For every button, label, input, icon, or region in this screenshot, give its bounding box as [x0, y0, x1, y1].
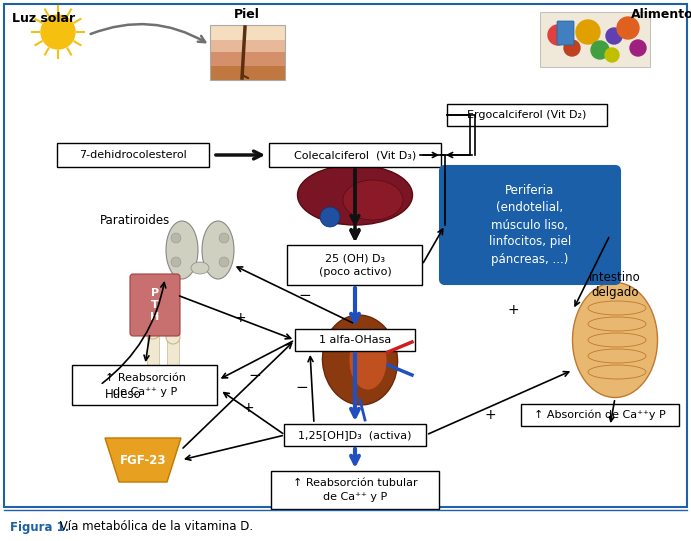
Ellipse shape — [588, 349, 646, 363]
FancyBboxPatch shape — [440, 166, 620, 284]
Circle shape — [591, 41, 609, 59]
Text: P
T
H: P T H — [151, 288, 160, 321]
Text: −: − — [296, 379, 308, 394]
Circle shape — [576, 20, 600, 44]
FancyBboxPatch shape — [210, 25, 285, 40]
Text: Ergocalciferol (Vit D₂): Ergocalciferol (Vit D₂) — [467, 110, 587, 120]
FancyBboxPatch shape — [295, 329, 415, 351]
FancyBboxPatch shape — [447, 104, 607, 126]
Text: Alimentos: Alimentos — [631, 8, 691, 21]
Text: Hueso: Hueso — [105, 388, 142, 401]
Text: 25 (OH) D₃
(poco activo): 25 (OH) D₃ (poco activo) — [319, 253, 391, 276]
Circle shape — [606, 28, 622, 44]
Text: +: + — [234, 311, 246, 325]
Circle shape — [146, 371, 160, 385]
FancyBboxPatch shape — [521, 404, 679, 426]
Circle shape — [166, 376, 180, 390]
Circle shape — [605, 48, 619, 62]
FancyBboxPatch shape — [284, 424, 426, 446]
Text: −: − — [249, 367, 261, 382]
Ellipse shape — [588, 317, 646, 331]
FancyBboxPatch shape — [271, 471, 439, 509]
FancyBboxPatch shape — [557, 21, 574, 45]
Text: 1,25[OH]D₃  (activa): 1,25[OH]D₃ (activa) — [299, 430, 412, 440]
Ellipse shape — [191, 262, 209, 274]
Text: ↑ Reabsorción tubular
de Ca⁺⁺ y P: ↑ Reabsorción tubular de Ca⁺⁺ y P — [293, 478, 417, 502]
Circle shape — [320, 207, 340, 227]
Text: Intestino
delgado: Intestino delgado — [589, 271, 641, 299]
FancyBboxPatch shape — [57, 143, 209, 167]
Circle shape — [548, 25, 568, 45]
Text: +: + — [484, 408, 496, 422]
Text: Vía metabólica de la vitamina D.: Vía metabólica de la vitamina D. — [56, 520, 253, 533]
Ellipse shape — [323, 315, 397, 405]
FancyBboxPatch shape — [287, 245, 422, 285]
FancyBboxPatch shape — [269, 143, 441, 167]
Ellipse shape — [298, 165, 413, 225]
Text: −: − — [299, 287, 312, 302]
Circle shape — [564, 40, 580, 56]
Ellipse shape — [166, 221, 198, 279]
Circle shape — [41, 15, 75, 49]
Ellipse shape — [588, 333, 646, 347]
Text: FGF-23: FGF-23 — [120, 453, 167, 466]
Text: ↑ Absorción de Ca⁺⁺y P: ↑ Absorción de Ca⁺⁺y P — [534, 410, 666, 420]
Ellipse shape — [202, 221, 234, 279]
Circle shape — [171, 257, 181, 267]
FancyBboxPatch shape — [73, 365, 218, 405]
Text: 1 alfa-OHasa: 1 alfa-OHasa — [319, 335, 391, 345]
Circle shape — [219, 257, 229, 267]
Text: Paratiroides: Paratiroides — [100, 214, 170, 227]
Text: +: + — [507, 303, 519, 317]
FancyBboxPatch shape — [210, 66, 285, 80]
Text: Figura 1.: Figura 1. — [10, 520, 69, 533]
Ellipse shape — [343, 180, 403, 220]
Text: Periferia
(endotelial,
músculo liso,
linfocitos, piel
páncreas, ...): Periferia (endotelial, músculo liso, lin… — [489, 184, 571, 266]
FancyBboxPatch shape — [4, 4, 687, 507]
Polygon shape — [105, 438, 181, 482]
Circle shape — [219, 233, 229, 243]
Ellipse shape — [588, 365, 646, 379]
Text: Luz solar: Luz solar — [12, 11, 75, 24]
FancyBboxPatch shape — [210, 52, 285, 66]
FancyBboxPatch shape — [210, 40, 285, 52]
Circle shape — [630, 40, 646, 56]
Circle shape — [617, 17, 639, 39]
Circle shape — [166, 330, 180, 344]
Text: 7-dehidrocolesterol: 7-dehidrocolesterol — [79, 150, 187, 160]
Circle shape — [146, 325, 160, 339]
Text: +: + — [242, 401, 254, 415]
Ellipse shape — [588, 301, 646, 315]
Ellipse shape — [349, 330, 387, 390]
FancyBboxPatch shape — [130, 274, 180, 336]
Text: Piel: Piel — [234, 8, 260, 21]
Text: ↑ Reabsorción
de Ca⁺⁺ y P: ↑ Reabsorción de Ca⁺⁺ y P — [104, 373, 185, 397]
Ellipse shape — [573, 282, 658, 398]
Text: Colecalciferol  (Vit D₃): Colecalciferol (Vit D₃) — [294, 150, 416, 160]
FancyBboxPatch shape — [540, 12, 650, 67]
Circle shape — [171, 233, 181, 243]
